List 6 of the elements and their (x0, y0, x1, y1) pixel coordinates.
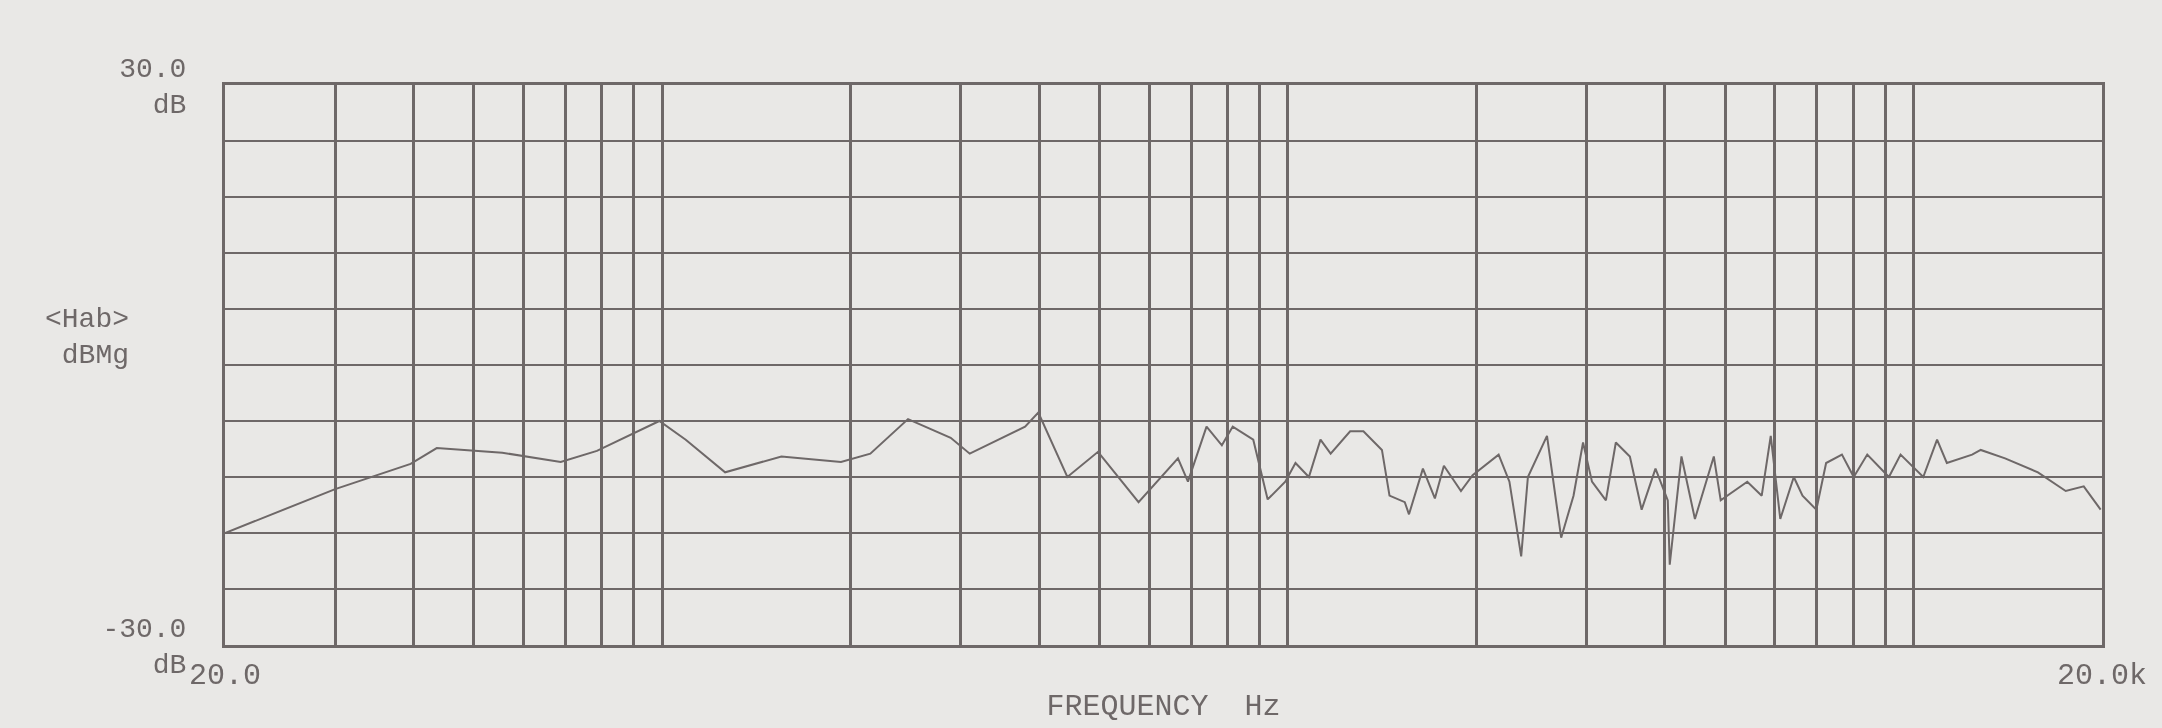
x-axis-title: FREQUENCY Hz (1046, 689, 1281, 724)
x-tick-label: 20.0 (188, 659, 262, 693)
y-tick-label: 30.0 dB (119, 53, 187, 121)
y-tick-label: -30.0 dB (102, 613, 187, 681)
y-axis-title: <Hab> dBMg (45, 304, 130, 372)
x-tick-label: 20.0k (2056, 659, 2148, 693)
